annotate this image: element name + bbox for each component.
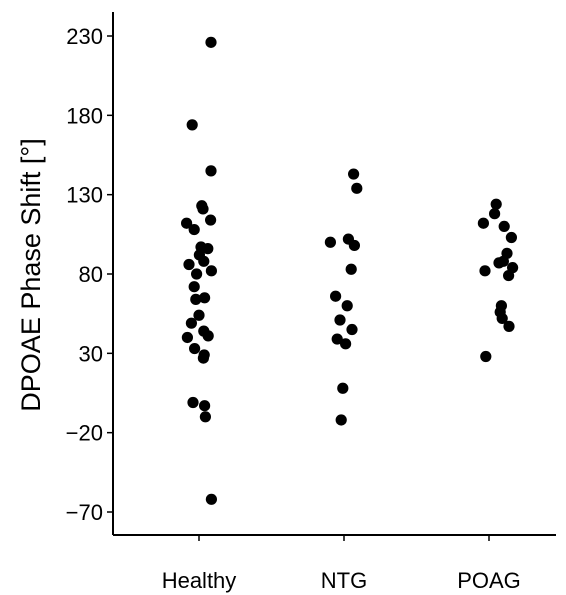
data-point-ntg [330,290,342,302]
data-point-healthy [193,309,205,321]
data-point-poag [503,320,515,332]
data-point-healthy [199,411,211,423]
x-axis: Healthy NTG POAG [113,534,556,593]
data-point-poag [480,350,492,363]
data-point-ntg [346,323,358,336]
data-point-healthy [185,317,197,329]
y-tick-label: 180 [66,103,103,128]
data-point-healthy [197,352,209,364]
data-point-healthy [181,217,193,229]
data-point-healthy [181,331,193,344]
y-tick-label: 80 [79,262,103,287]
data-point-healthy [199,292,211,304]
y-axis-title: DPOAE Phase Shift [°] [16,138,46,411]
data-point-healthy [199,400,211,412]
data-point-healthy [188,281,200,293]
y-tick-label: 30 [79,341,103,366]
data-point-healthy [205,265,217,277]
y-tick-label: −70 [66,500,103,525]
data-point-ntg [348,239,360,252]
data-point-healthy [205,36,217,48]
data-point-ntg [331,333,343,345]
data-point-healthy [205,165,217,177]
data-point-ntg [345,263,357,275]
data-point-healthy [187,396,199,409]
data-point-ntg [340,338,352,350]
data-point-healthy [202,243,214,255]
data-points [181,36,519,505]
data-point-poag [477,217,489,229]
data-point-healthy [205,493,217,505]
data-point-poag [503,269,515,282]
data-point-poag [496,312,508,325]
data-point-healthy [198,255,210,267]
y-axis: 230 180 130 80 30 −20 −70 [66,12,114,535]
data-point-poag [489,208,501,220]
data-point-healthy [188,223,200,236]
data-point-ntg [324,236,336,248]
data-point-healthy [197,203,209,215]
data-point-poag [497,255,509,267]
data-point-healthy [183,258,195,271]
x-tick-label: NTG [321,568,367,593]
data-point-healthy [190,293,202,305]
data-point-healthy [205,214,217,226]
x-tick-label: Healthy [162,568,237,593]
data-point-healthy [189,342,201,355]
data-point-healthy [202,330,214,342]
data-point-healthy [186,119,198,131]
data-point-ntg [351,182,363,194]
data-point-ntg [337,382,349,394]
data-point-healthy [191,268,203,280]
data-point-ntg [341,300,353,312]
y-tick-label: −20 [66,421,103,446]
data-point-ntg [334,314,346,326]
data-point-ntg [335,414,347,426]
y-tick-label: 130 [66,183,103,208]
data-point-poag [505,231,517,244]
x-tick-label: POAG [457,568,521,593]
data-point-poag [498,220,510,232]
data-point-poag [479,265,491,277]
data-point-ntg [348,168,360,180]
y-tick-label: 230 [66,24,103,49]
data-point-poag [490,198,502,210]
